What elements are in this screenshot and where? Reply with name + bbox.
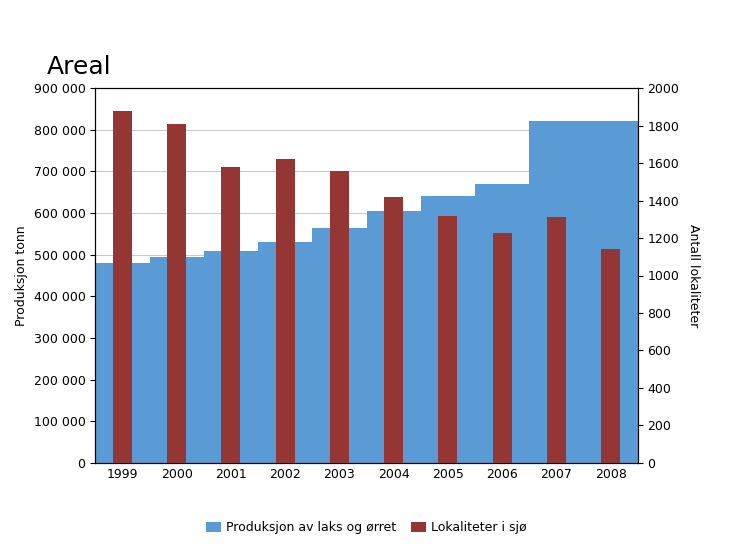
Bar <box>167 124 186 463</box>
Bar <box>276 159 295 463</box>
Bar <box>258 242 312 463</box>
Bar <box>221 167 240 463</box>
Bar <box>601 249 620 463</box>
Bar <box>475 184 529 463</box>
Bar <box>312 228 366 463</box>
Bar <box>204 251 258 463</box>
Y-axis label: Antall lokaliteter: Antall lokaliteter <box>687 224 700 327</box>
Bar <box>421 196 475 463</box>
Y-axis label: Produksjon tonn: Produksjon tonn <box>15 225 28 326</box>
Bar <box>150 257 204 463</box>
Legend: Produksjon av laks og ørret, Lokaliteter i sjø: Produksjon av laks og ørret, Lokaliteter… <box>201 516 532 539</box>
Bar <box>438 215 457 463</box>
Text: Areal: Areal <box>46 55 111 79</box>
Bar <box>547 218 566 463</box>
Bar <box>366 211 421 463</box>
Bar <box>95 263 150 463</box>
Bar <box>384 197 403 463</box>
Bar <box>583 121 638 463</box>
Bar <box>330 171 349 463</box>
Bar <box>493 234 512 463</box>
Bar <box>529 121 583 463</box>
Bar <box>113 111 132 463</box>
